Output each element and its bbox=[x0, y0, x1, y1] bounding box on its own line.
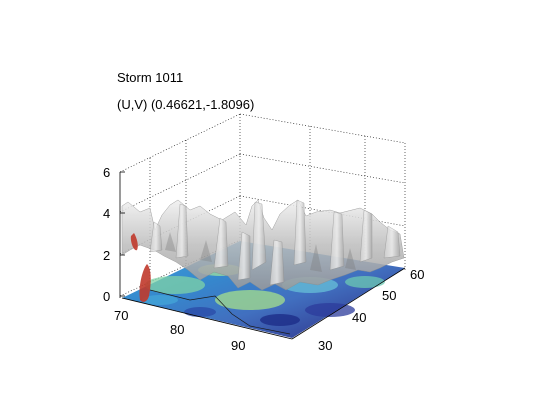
y-tick-30: 30 bbox=[318, 338, 332, 353]
z-tick-marks bbox=[120, 171, 125, 297]
x-tick-90: 90 bbox=[231, 338, 245, 353]
x-tick-70: 70 bbox=[114, 308, 128, 323]
base-colormap-patches bbox=[142, 264, 385, 326]
z-tick-labels: 6 4 2 0 bbox=[103, 165, 110, 304]
chart-subtitle: (U,V) (0.46621,-1.8096) bbox=[117, 97, 255, 112]
z-tick-6: 6 bbox=[103, 165, 110, 180]
z-tick-2: 2 bbox=[103, 248, 110, 263]
isosurface-shadows bbox=[165, 232, 356, 272]
y-tick-40: 40 bbox=[352, 310, 366, 325]
axes-lines bbox=[119, 172, 406, 340]
coastline bbox=[149, 289, 291, 335]
chart-title: Storm 1011 bbox=[117, 70, 184, 85]
highlight-region bbox=[130, 233, 151, 302]
x-tick-80: 80 bbox=[170, 322, 184, 337]
isosurface-peaks bbox=[149, 199, 401, 286]
y-tick-60: 60 bbox=[410, 267, 424, 282]
y-tick-50: 50 bbox=[382, 288, 396, 303]
z-tick-4: 4 bbox=[103, 206, 110, 221]
y-tick-labels: 30 40 50 60 bbox=[318, 267, 424, 353]
z-tick-0: 0 bbox=[103, 289, 110, 304]
x-tick-labels: 70 80 90 bbox=[114, 308, 245, 353]
